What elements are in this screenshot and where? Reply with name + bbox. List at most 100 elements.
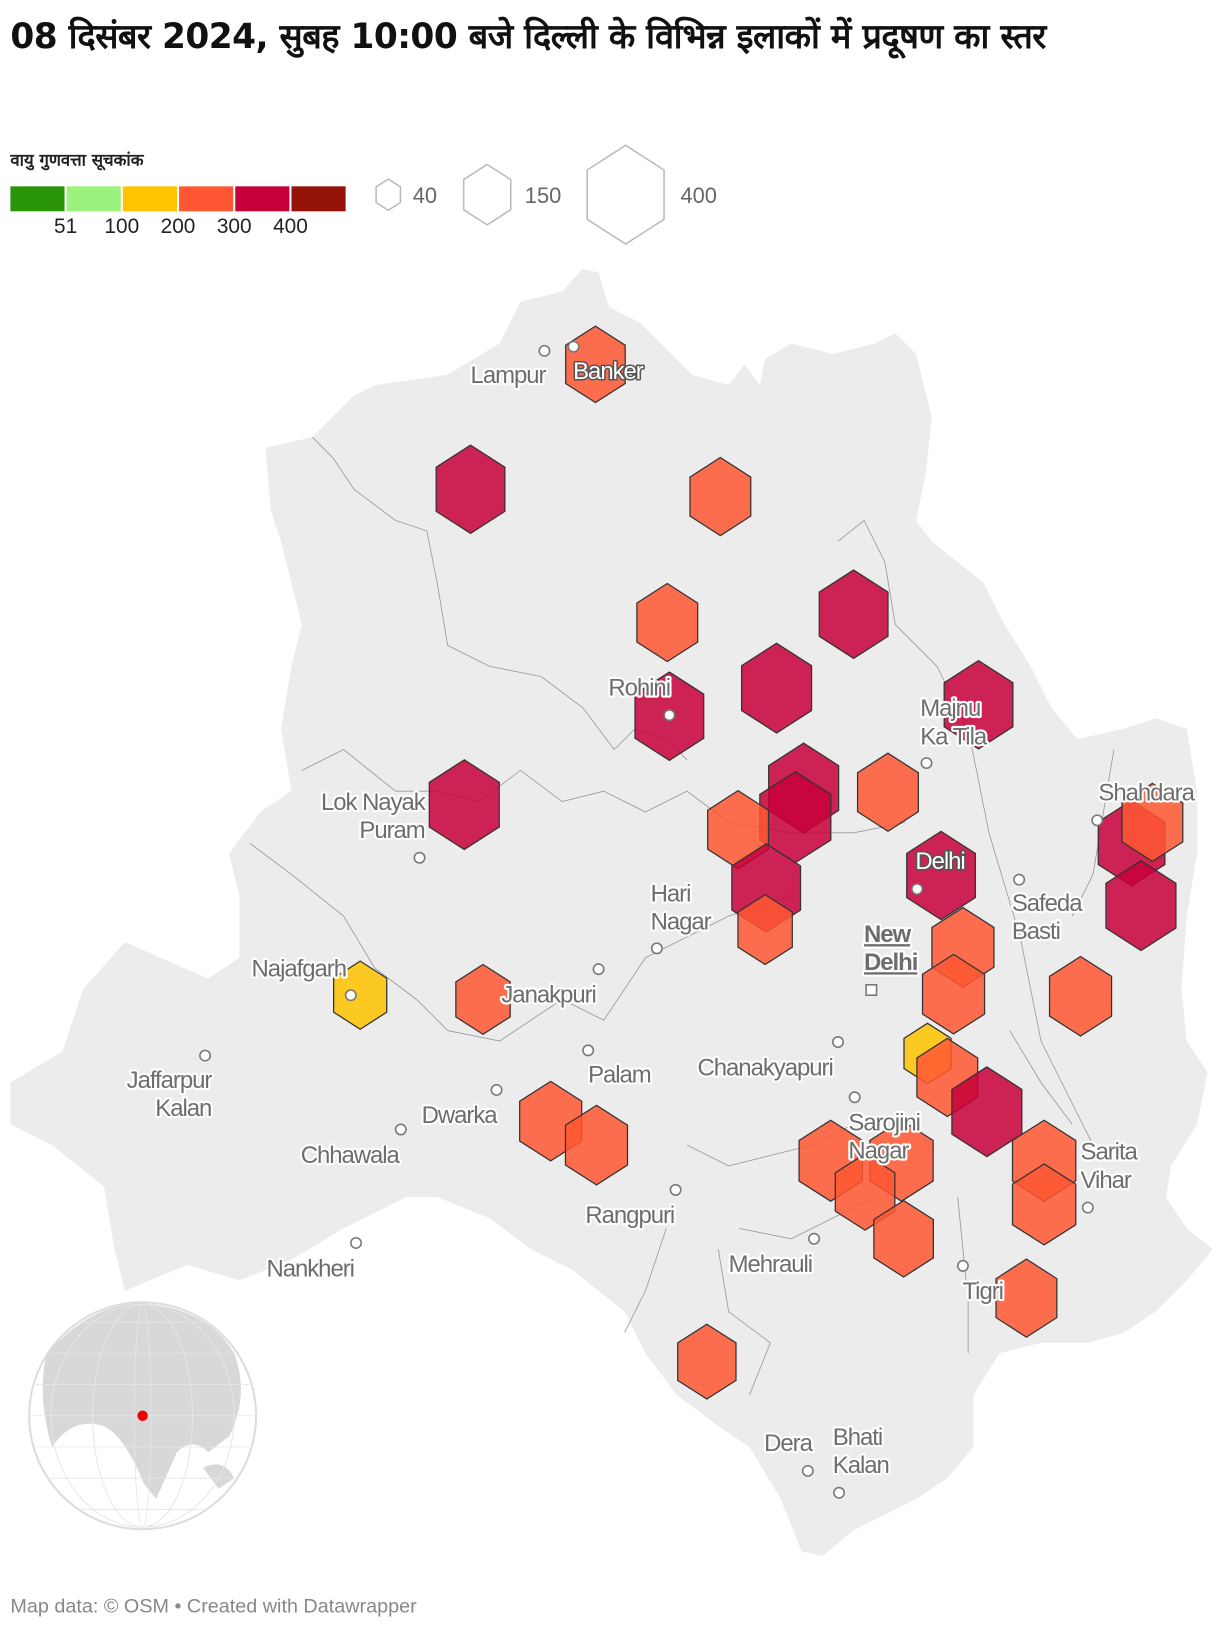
place-dot — [808, 1232, 821, 1245]
place-dot — [1013, 873, 1026, 886]
place-dot — [350, 1236, 363, 1249]
aqi-station-hexagon[interactable] — [677, 1323, 737, 1400]
place-label: Rohini — [608, 674, 670, 701]
place-dot — [833, 1486, 846, 1499]
place-dot — [199, 1049, 212, 1062]
district-boundary — [624, 1228, 667, 1333]
place-dot — [801, 1464, 814, 1477]
capital-marker — [865, 984, 878, 996]
place-dot — [832, 1036, 844, 1049]
place-label: Banker — [573, 358, 644, 385]
place-label: Najafgarh — [252, 955, 346, 982]
footer-credit: Map data: © OSM • Created with Datawrapp… — [10, 1595, 417, 1618]
place-dot — [413, 851, 426, 864]
place-dot — [538, 344, 551, 357]
place-label: Dwarka — [422, 1102, 499, 1129]
place-label: Rangpuri — [585, 1202, 674, 1229]
place-label: Majnu Ka Tila — [920, 695, 988, 750]
place-label: Lok Nayak Puram — [321, 789, 426, 844]
aqi-station-hexagon[interactable] — [564, 1104, 629, 1186]
legend-tick: 400 — [273, 215, 308, 239]
size-legend-hexagon — [375, 178, 402, 212]
place-label: Bhati Kalan — [833, 1424, 889, 1479]
legend-title: वायु गुणवत्ता सूचकांक — [10, 149, 144, 170]
district-lines — [249, 436, 1115, 1396]
aqi-station-hexagon[interactable] — [455, 963, 511, 1035]
aqi-station-hexagon[interactable] — [1048, 955, 1113, 1037]
place-dot — [1091, 814, 1104, 827]
place-label: Mehrauli — [729, 1251, 812, 1278]
aqi-station-hexagon[interactable] — [689, 456, 752, 537]
legend-swatch — [179, 186, 234, 212]
aqi-station-hexagon[interactable] — [565, 325, 626, 404]
size-legend-label: 400 — [680, 183, 716, 208]
district-boundary — [249, 842, 792, 1042]
place-label: Chhawala — [301, 1142, 401, 1169]
place-dot — [669, 1183, 682, 1196]
aqi-station-hexagon[interactable] — [737, 893, 793, 966]
size-legend: 40 150 400 — [375, 144, 717, 245]
district-boundary — [717, 1249, 771, 1396]
page-title: 08 दिसंबर 2024, सुबह 10:00 बजे दिल्ली के… — [10, 15, 1046, 57]
place-dot — [1081, 1201, 1094, 1214]
legend-swatch — [10, 186, 65, 212]
aqi-station-hexagon[interactable] — [818, 569, 889, 660]
place-label: Chanakyapuri — [698, 1054, 833, 1081]
aqi-station-hexagon[interactable] — [951, 1066, 1023, 1158]
globe-land — [42, 1303, 241, 1500]
legend-swatch — [291, 186, 346, 212]
place-dot — [663, 709, 676, 722]
locator-globe — [28, 1301, 258, 1531]
aqi-station-hexagon[interactable] — [834, 1152, 896, 1231]
aqi-station-hexagon[interactable] — [1121, 782, 1184, 863]
aqi-station-hexagon[interactable] — [943, 659, 1014, 750]
aqi-station-hexagon[interactable] — [921, 953, 986, 1035]
place-label: Safeda Basti — [1012, 890, 1083, 945]
place-label: Hari Nagar — [651, 881, 712, 936]
legend-swatch — [66, 186, 121, 212]
legend-tick: 51 — [54, 215, 78, 239]
place-labels: Lampur Banker Rohini Majnu Ka Tila Lok Nayak P… — [125, 340, 1199, 1499]
place-dot — [911, 883, 924, 895]
legend-swatch — [122, 186, 177, 212]
aqi-station-hexagon[interactable] — [856, 752, 919, 832]
aqi-station-hexagon[interactable] — [873, 1199, 934, 1278]
place-label: Tigri — [962, 1278, 1002, 1305]
aqi-station-hexagon[interactable] — [906, 830, 977, 921]
aqi-station-hexagon[interactable] — [435, 444, 506, 535]
district-boundary — [312, 436, 688, 761]
place-dot — [394, 1123, 407, 1136]
size-legend-label: 40 — [413, 183, 437, 208]
legend-tick: 100 — [104, 215, 140, 239]
aqi-station-hexagon[interactable] — [995, 1258, 1058, 1338]
globe-land — [202, 1464, 235, 1489]
place-label: Palam — [588, 1062, 651, 1089]
place-label: Jaffarpur Kalan — [127, 1067, 213, 1122]
legend-swatch — [235, 186, 290, 212]
size-legend-label: 150 — [525, 183, 561, 208]
aqi-station-hexagon[interactable] — [333, 960, 388, 1030]
district-boundary — [1009, 1030, 1073, 1125]
place-dot — [567, 340, 580, 353]
place-dot — [956, 1259, 969, 1272]
place-label: Delhi — [915, 848, 964, 875]
place-label: New Delhi — [864, 921, 917, 976]
place-label: Sarojini Nagar — [848, 1110, 920, 1165]
place-dot — [582, 1044, 595, 1057]
place-label: Shahdara — [1098, 780, 1195, 807]
size-legend-hexagon — [586, 144, 665, 245]
place-dot — [344, 989, 357, 1002]
location-marker — [137, 1410, 148, 1421]
aqi-station-hexagon[interactable] — [636, 582, 699, 663]
aqi-station-hexagon[interactable] — [740, 642, 813, 734]
place-label: Nankheri — [266, 1255, 353, 1282]
aqi-hexagons — [333, 325, 1184, 1400]
aqi-station-hexagon[interactable] — [428, 759, 500, 851]
place-dot — [592, 963, 605, 976]
place-label: Lampur — [471, 362, 547, 389]
aqi-station-hexagon[interactable] — [1105, 860, 1177, 952]
place-label: Sarita Vihar — [1081, 1139, 1139, 1194]
aqi-station-hexagon[interactable] — [1011, 1163, 1077, 1246]
legend-tick: 300 — [216, 215, 252, 239]
